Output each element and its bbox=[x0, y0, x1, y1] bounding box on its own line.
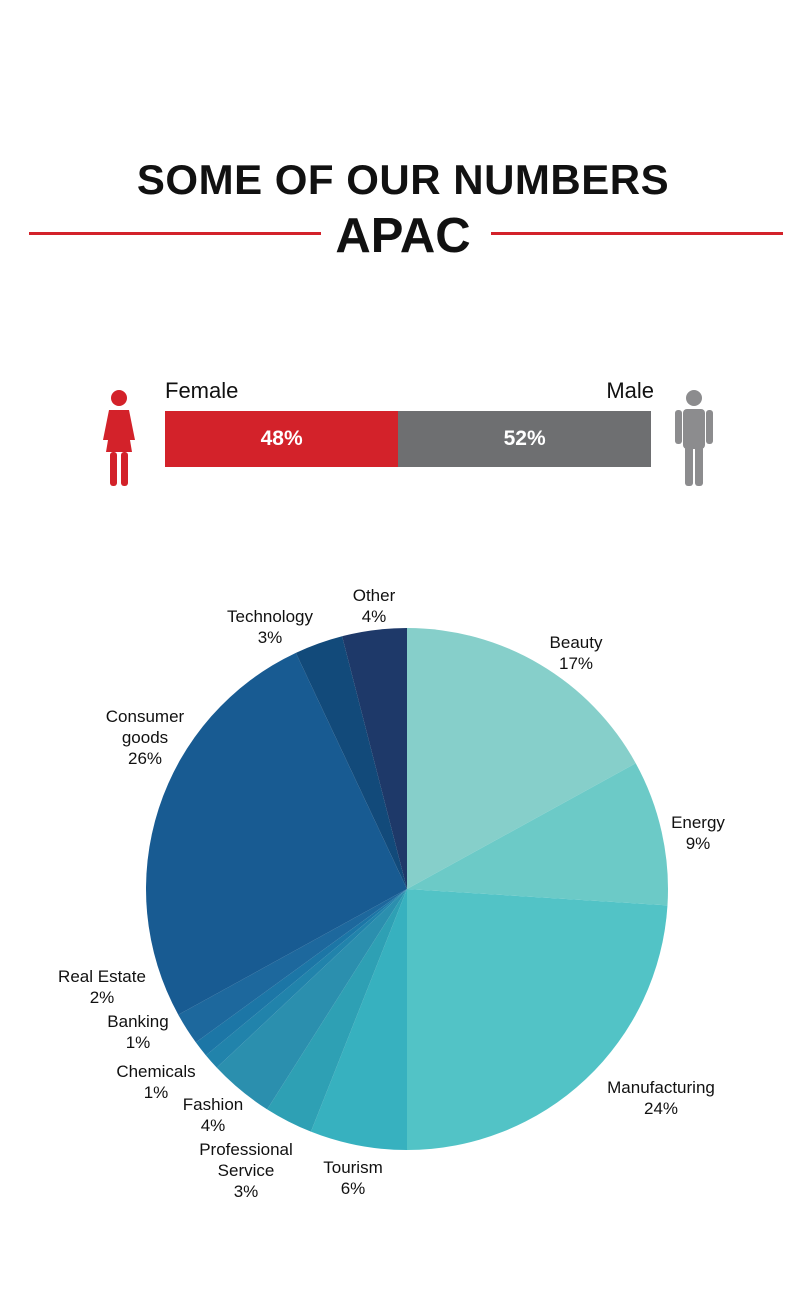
slice-value-consumer-goods: 26% bbox=[128, 749, 162, 768]
industry-pie-chart: Beauty 17% Energy 9% Manufacturing 24% Tourism… bbox=[58, 586, 725, 1201]
region-title: APAC bbox=[335, 209, 471, 263]
pie-slice-tourism bbox=[310, 889, 407, 1150]
slice-label-consumer-goods-0: Consumer bbox=[106, 707, 185, 726]
slice-value-real-estate: 2% bbox=[90, 988, 115, 1007]
slice-label-manufacturing-0: Manufacturing bbox=[607, 1078, 715, 1097]
slice-label-fashion-0: Fashion bbox=[183, 1095, 243, 1114]
male-person-icon bbox=[675, 390, 713, 486]
female-share-bar: 48% bbox=[165, 411, 399, 467]
slice-label-other-0: Other bbox=[353, 586, 396, 605]
male-share-value: 52% bbox=[503, 427, 546, 450]
slice-label-chemicals-0: Chemicals bbox=[116, 1062, 195, 1081]
female-share-value: 48% bbox=[260, 427, 303, 450]
slice-value-beauty: 17% bbox=[559, 654, 593, 673]
slice-label-professional-service-1: Service bbox=[218, 1161, 275, 1180]
slice-label-banking-0: Banking bbox=[107, 1012, 168, 1031]
slice-value-energy: 9% bbox=[686, 834, 711, 853]
pie-slice-chemicals bbox=[205, 889, 407, 1068]
female-label: Female bbox=[165, 378, 239, 403]
slice-label-real-estate-0: Real Estate bbox=[58, 967, 146, 986]
pie-slice-banking bbox=[195, 889, 407, 1056]
female-person-icon bbox=[103, 390, 135, 486]
slice-value-banking: 1% bbox=[126, 1033, 151, 1052]
slice-value-other: 4% bbox=[362, 607, 387, 626]
pie-slice-consumer-goods bbox=[145, 652, 407, 1015]
slice-label-beauty-0: Beauty bbox=[550, 633, 603, 652]
slice-label-energy-0: Energy bbox=[671, 813, 725, 832]
pie-slice-technology bbox=[295, 636, 407, 889]
slice-label-consumer-goods-1: goods bbox=[122, 728, 168, 747]
pie-slice-energy bbox=[407, 763, 668, 906]
title-rule-right bbox=[491, 232, 783, 235]
slice-label-technology-0: Technology bbox=[227, 607, 314, 626]
pie-slice-fashion bbox=[216, 889, 407, 1110]
pie-slice-professional-service bbox=[267, 889, 407, 1132]
slice-label-professional-service-0: Professional bbox=[199, 1140, 293, 1159]
slice-value-technology: 3% bbox=[258, 628, 283, 647]
pie-slice-other bbox=[342, 628, 407, 889]
title-rule-left bbox=[29, 232, 321, 235]
slice-label-tourism-0: Tourism bbox=[323, 1158, 383, 1177]
page-title: SOME OF OUR NUMBERS bbox=[136, 156, 670, 203]
male-label: Male bbox=[606, 378, 654, 403]
pie-slice-beauty bbox=[407, 628, 636, 889]
pie-slice-manufacturing bbox=[407, 889, 668, 1150]
slice-value-tourism: 6% bbox=[341, 1179, 366, 1198]
slice-value-manufacturing: 24% bbox=[644, 1099, 678, 1118]
slice-value-chemicals: 1% bbox=[144, 1083, 169, 1102]
slice-value-fashion: 4% bbox=[201, 1116, 226, 1135]
pie-slice-real-estate bbox=[178, 889, 407, 1043]
male-share-bar: 52% bbox=[398, 411, 651, 467]
slice-value-professional-service: 3% bbox=[234, 1182, 259, 1201]
